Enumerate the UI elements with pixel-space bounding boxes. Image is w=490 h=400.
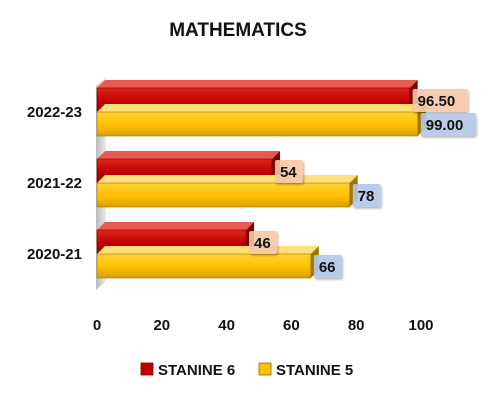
data-label-group: 54 — [274, 160, 303, 183]
data-label-group: 78 — [352, 184, 381, 207]
bar-top-face — [97, 246, 319, 254]
data-label-group: 96.50 — [412, 89, 468, 112]
x-tick-label: 100 — [408, 317, 433, 334]
x-tick-label: 0 — [93, 317, 101, 334]
bar — [96, 253, 312, 279]
bar-top-face — [97, 80, 418, 88]
bar — [96, 182, 351, 208]
bars-layer — [96, 80, 426, 279]
data-labels: 96.50 99.00 54 78 46 66 — [249, 89, 476, 278]
category-labels: 2022-23 2021-22 2020-21 — [27, 104, 82, 263]
x-tick-label: 80 — [348, 317, 365, 334]
chart-title: MATHEMATICS — [169, 20, 307, 41]
bar-top-face — [97, 104, 426, 112]
data-label: 66 — [319, 259, 336, 276]
data-label-group: 66 — [313, 255, 342, 278]
bar-top-face — [97, 151, 280, 159]
data-label-background — [274, 160, 303, 183]
data-label-group: 99.00 — [420, 113, 476, 136]
data-label: 54 — [280, 164, 297, 181]
x-tick-label: 20 — [153, 317, 170, 334]
data-label-background — [249, 231, 278, 254]
data-label-background — [412, 89, 468, 112]
x-tick-label: 40 — [218, 317, 235, 334]
bar — [96, 111, 419, 137]
data-label: 78 — [358, 188, 375, 205]
bar-group — [96, 246, 319, 279]
legend-label-stanine-6: STANINE 6 — [158, 362, 235, 379]
bar-top-face — [97, 175, 358, 183]
legend-swatch-stanine-5 — [258, 362, 272, 376]
legend-label-stanine-5: STANINE 5 — [276, 362, 353, 379]
bar-group — [96, 104, 426, 137]
bar-top-face — [97, 222, 255, 230]
legend: STANINE 6 STANINE 5 — [140, 362, 353, 379]
data-label-background — [313, 255, 342, 278]
data-label-background — [420, 113, 476, 136]
x-tick-label: 60 — [283, 317, 300, 334]
category-label: 2022-23 — [27, 104, 82, 121]
category-label: 2020-21 — [27, 246, 82, 263]
data-label: 99.00 — [426, 117, 464, 134]
bar-group — [96, 175, 358, 208]
data-label: 46 — [254, 235, 271, 252]
data-label-group: 46 — [249, 231, 278, 254]
data-label: 96.50 — [418, 93, 456, 110]
category-label: 2021-22 — [27, 175, 82, 192]
data-label-background — [352, 184, 381, 207]
legend-swatch-stanine-6 — [140, 362, 154, 376]
x-tick-labels: 0 20 40 60 80 100 — [93, 317, 434, 334]
